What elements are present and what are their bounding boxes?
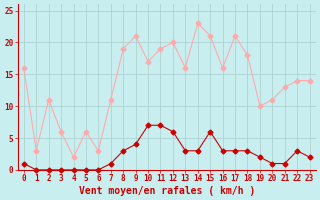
X-axis label: Vent moyen/en rafales ( km/h ): Vent moyen/en rafales ( km/h ) — [79, 186, 255, 196]
